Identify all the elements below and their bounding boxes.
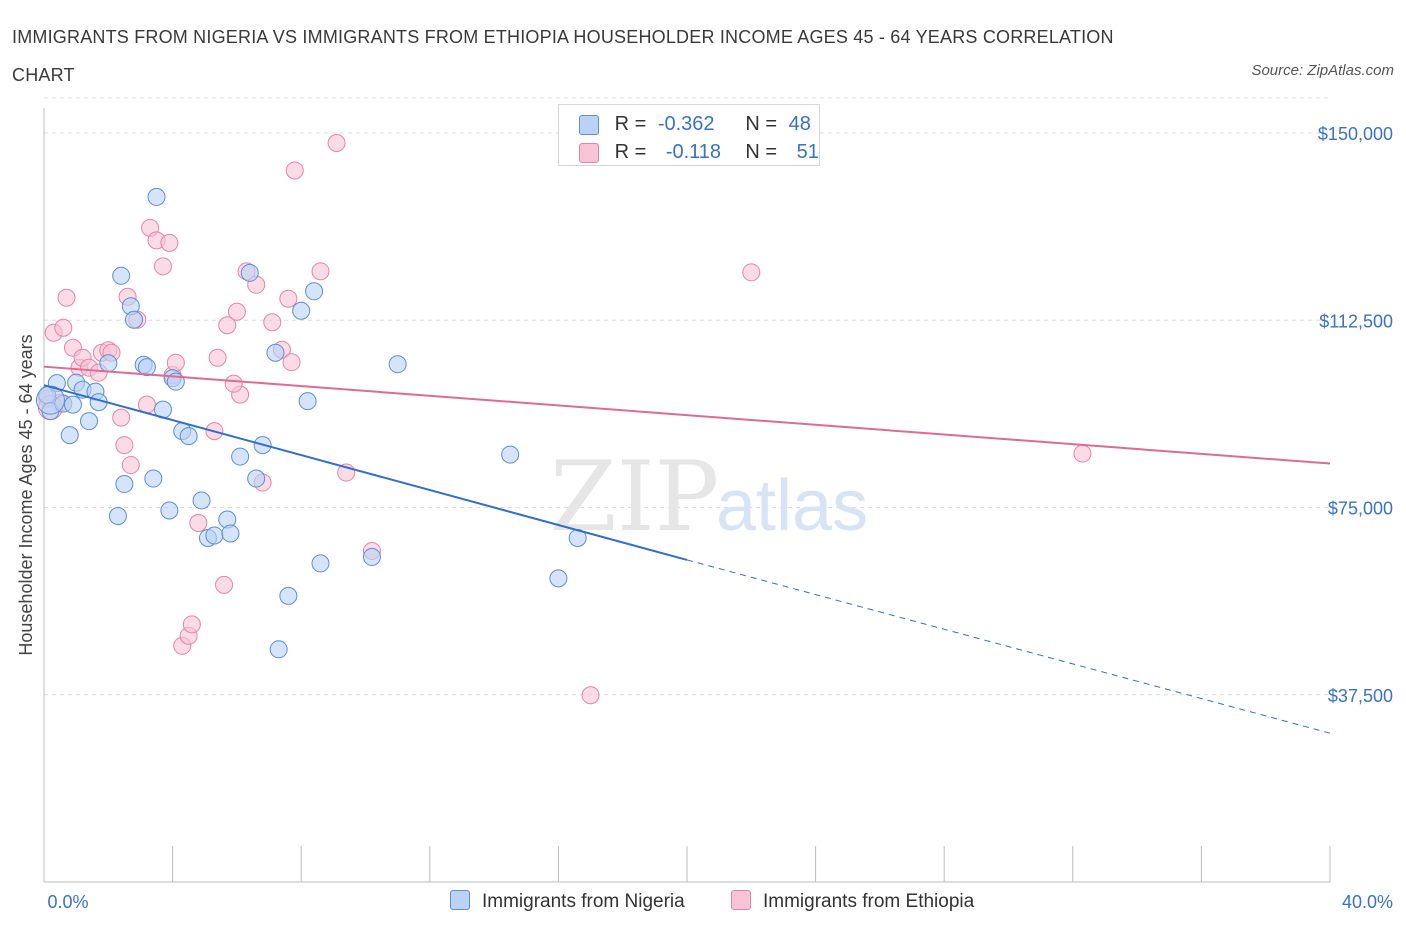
source-label: Source: ZipAtlas.com [1251,62,1394,79]
trend-lines [43,365,1331,734]
nigeria-point [192,491,211,510]
nigeria-point [311,554,330,573]
nigeria-point [137,358,156,377]
nigeria-point [125,310,144,329]
ethiopia-point [166,353,185,372]
ethiopia-point [218,316,237,335]
ethiopia-point [279,289,298,308]
ethiopia-point [285,161,304,180]
nigeria-point [549,569,568,588]
nigeria-point [266,343,285,362]
nigeria-point [147,187,166,206]
legend-r-value: -0.118 [665,141,722,163]
legend-n-value: 51 [796,141,819,163]
y-tick-labels: $150,000 $112,500 $75,000 $37,500 [1318,124,1393,706]
ethiopia-point [121,456,140,475]
legend-n-label: N = [745,113,778,135]
legend-n-label: N = [745,141,778,163]
ethiopia-point [327,133,346,152]
x-tick-label: 40.0% [1342,892,1393,912]
legend-r-label: R = [614,141,647,163]
stats-legend: R = -0.362 N = 48 R = -0.118 N = 51 [558,104,820,166]
ethiopia-point [160,233,179,252]
legend-swatch-ethiopia [731,890,751,911]
legend-label-ethiopia: Immigrants from Ethiopia [763,891,975,912]
y-tick-label: $75,000 [1328,499,1393,519]
ethiopia-point [189,513,208,532]
y-tick-label: $112,500 [1319,311,1393,331]
ethiopia-point [153,257,172,276]
ethiopia-point [182,615,201,634]
ethiopia-point [54,318,73,337]
nigeria-point [63,395,82,414]
nigeria-point [501,445,520,464]
nigeria-point [240,263,259,282]
legend-r-label: R = [614,113,647,135]
x-tick-label: 0.0% [47,892,88,912]
watermark-atlas: atlas [716,466,868,546]
ethiopia-point [224,374,243,393]
nigeria-point [305,282,324,301]
ethiopia-trend-line [43,365,1331,465]
legend-swatch-ethiopia [579,142,599,163]
legend-row-nigeria: R = -0.362 N = 48 [579,110,811,138]
nigeria-trend-extension [686,559,1331,734]
nigeria-point [179,427,198,446]
ethiopia-point [208,348,227,367]
nigeria-point [112,266,131,285]
legend-n-value: 48 [788,113,811,135]
nigeria-point [279,586,298,605]
axes [43,108,1331,883]
nigeria-point [221,524,240,543]
nigeria-point [247,469,266,488]
ethiopia-point [742,263,761,282]
ethiopia-point [57,288,76,307]
series-legend: Immigrants from Nigeria Immigrants from … [0,888,1406,916]
ethiopia-point [311,262,330,281]
nigeria-point [60,426,79,445]
ethiopia-point [581,686,600,705]
nigeria-point [160,501,179,520]
x-tick-labels: 0.0% 40.0% [47,892,1393,912]
legend-item-nigeria[interactable]: Immigrants from Nigeria [450,888,685,916]
ethiopia-point [215,575,234,594]
nigeria-point [144,469,163,488]
y-tick-label: $37,500 [1328,686,1393,706]
legend-row-ethiopia: R = -0.118 N = 51 [579,138,819,166]
nigeria-point [108,506,127,525]
legend-swatch-nigeria [450,890,470,911]
nigeria-point [292,301,311,320]
legend-item-ethiopia[interactable]: Immigrants from Ethiopia [731,888,974,916]
nigeria-point [269,640,288,659]
ethiopia-point [227,302,246,321]
legend-label-nigeria: Immigrants from Nigeria [482,891,685,912]
nigeria-point [80,412,99,431]
ethiopia-point [282,353,301,372]
nigeria-point [99,354,118,373]
nigeria-point [362,547,381,566]
nigeria-point [231,447,250,466]
series-nigeria-points [35,187,587,659]
legend-swatch-nigeria [579,114,599,135]
ethiopia-point [115,436,134,455]
chart-title: IMMIGRANTS FROM NIGERIA VS IMMIGRANTS FR… [12,27,1114,85]
nigeria-point [205,526,224,545]
nigeria-trend-line [43,384,688,561]
ethiopia-point [263,313,282,332]
legend-r-value: -0.362 [657,113,715,135]
ethiopia-point [112,408,131,427]
nigeria-point [115,475,134,494]
y-axis-label: Householder Income Ages 45 - 64 years [16,334,36,655]
series-ethiopia-points [37,133,1092,705]
y-tick-label: $150,000 [1318,124,1393,144]
nigeria-point [388,355,407,374]
ethiopia-point [1073,444,1092,463]
nigeria-point [298,392,317,411]
